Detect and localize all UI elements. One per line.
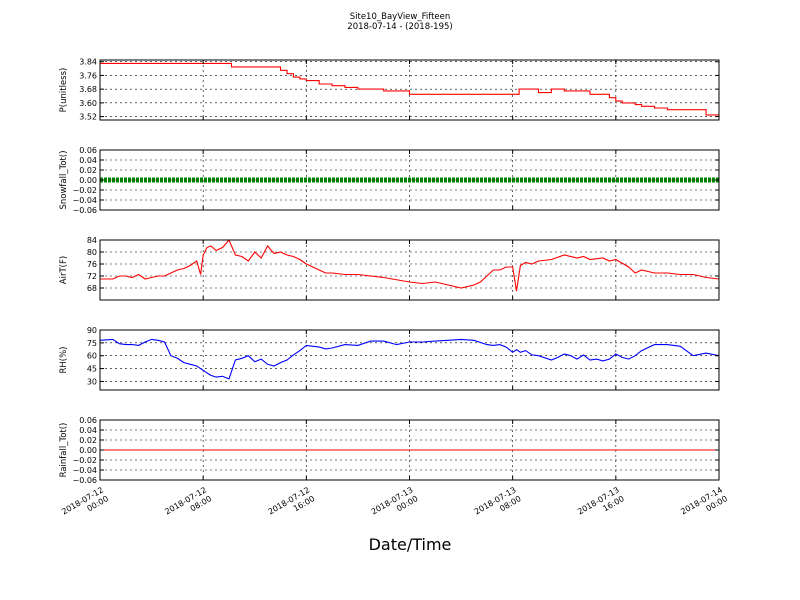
panel-2: −0.06−0.04−0.020.000.020.040.06 Snowfall_… [59, 146, 720, 215]
series-line [99, 338, 720, 380]
y-tick-label: 80 [87, 248, 97, 257]
panel-1: 3.52 3.60 3.68 3.76 3.84 P(unitless) [59, 58, 720, 122]
y-tick-label: −0.06 [72, 206, 97, 215]
x-tick-label: 2018-07-1400:00 [679, 485, 729, 525]
x-axis: 2018-07-1200:00 2018-07-1208:00 2018-07-12… [60, 485, 729, 525]
y-tick-label: 90 [87, 326, 97, 335]
y-tick-label: 30 [87, 377, 97, 386]
series-line [100, 238, 720, 292]
y-tick-label: 0.04 [79, 426, 97, 435]
y-tick-label: −0.02 [72, 456, 97, 465]
y-tick-label: 0.04 [79, 156, 97, 165]
panel-5: −0.06−0.04−0.020.000.020.040.06 Rainfall_… [59, 416, 720, 485]
y-tick-label: 3.52 [79, 113, 97, 122]
panel-frame [99, 239, 720, 301]
y-tick-label: 0.00 [79, 176, 97, 185]
y-tick-label: 72 [87, 272, 97, 281]
panel-4: 30 45 60 75 90 RH(%) [59, 326, 720, 391]
panel-frame [99, 329, 720, 391]
y-tick-label: 45 [87, 365, 97, 374]
panel-frame [99, 149, 720, 211]
panels: 3.523.603.683.763.84P(unitless)−0.06−0.0… [59, 58, 720, 485]
chart-title-line2: 2018-07-14 - (2018-195) [347, 22, 452, 32]
y-tick-label: 0.06 [79, 146, 97, 155]
y-tick-label: −0.02 [72, 186, 97, 195]
x-tick-label: 2018-07-1216:00 [267, 485, 317, 525]
series-line [100, 62, 719, 116]
y-tick-label: 3.60 [79, 99, 97, 108]
y-tick-label: 60 [87, 352, 97, 361]
x-tick-label: 2018-07-1300:00 [370, 485, 420, 525]
y-tick-label: −0.04 [72, 466, 97, 475]
y-tick-label: 3.76 [79, 71, 97, 80]
panel-frame [99, 59, 720, 121]
y-tick-label: −0.04 [72, 196, 97, 205]
y-tick-label: 0.02 [79, 436, 97, 445]
x-tick-label: 2018-07-1200:00 [60, 485, 110, 525]
y-axis-label: AirT(F) [59, 256, 69, 284]
panel-3: 68 72 76 80 84 AirT(F) [59, 236, 720, 301]
panel-frame [99, 419, 720, 481]
y-tick-label: 3.68 [79, 85, 97, 94]
y-axis-label: Snowfall_Tot() [59, 150, 69, 209]
y-tick-label: 68 [87, 284, 97, 293]
chart-title-line1: Site10_BayView_Fifteen [350, 12, 451, 22]
y-tick-label: 0.00 [79, 446, 97, 455]
x-tick-label: 2018-07-1316:00 [576, 485, 626, 525]
y-tick-label: 0.02 [79, 166, 97, 175]
y-tick-label: 3.84 [79, 58, 97, 67]
y-tick-label: 0.06 [79, 416, 97, 425]
x-axis-label: Date/Time [369, 535, 452, 554]
y-tick-label: 76 [87, 260, 97, 269]
y-tick-label: −0.06 [72, 476, 97, 485]
x-tick-label: 2018-07-1208:00 [163, 485, 213, 525]
y-axis-label: P(unitless) [59, 68, 69, 113]
y-axis-label: RH(%) [59, 346, 69, 373]
x-tick-label: 2018-07-1308:00 [473, 485, 523, 525]
y-axis-label: Rainfall_Tot() [59, 423, 69, 478]
y-tick-label: 75 [87, 339, 97, 348]
y-tick-label: 84 [87, 236, 97, 245]
